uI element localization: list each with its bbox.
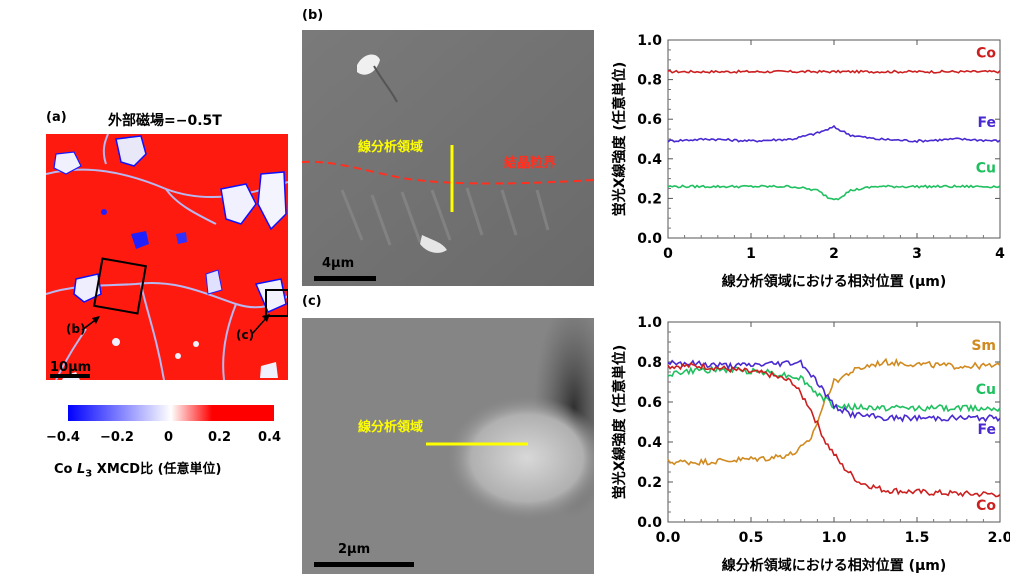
sem-image-b (302, 30, 594, 286)
line-analysis-label-c: 線分析領域 (358, 420, 424, 435)
y-tick-label: 0.6 (637, 395, 662, 411)
xmcd-map-image (46, 134, 288, 380)
inset-box-b (93, 257, 147, 315)
series-line-sm (667, 357, 1001, 466)
y-tick-label: 0.0 (637, 231, 662, 247)
x-axis-label: 線分析領域における相対位置 (μm) (722, 273, 947, 290)
series-label-fe: Fe (978, 422, 997, 438)
chart-c: 0.0 0.2 0.4 0.6 0.8 1.0 0.0 0.5 1.0 1.5 2.0 線分析領域にお… (600, 310, 1013, 582)
x-tick-label: 0.5 (739, 530, 764, 546)
line-analysis-label-b: 線分析領域 (358, 140, 424, 155)
series-label-co: Co (976, 498, 996, 514)
sem-image-b-graphic (302, 30, 594, 286)
chart-b: 0.0 0.2 0.4 0.6 0.8 1.0 0 1 2 3 4 線分析領域における相対位置 (μm… (600, 26, 1010, 290)
series-line-cu (667, 365, 1001, 413)
colorbar-tick-3: 0.2 (208, 430, 232, 445)
xmcd-map (46, 134, 288, 380)
colorbar (68, 405, 274, 421)
y-tick-label: 0.4 (637, 152, 662, 168)
x-tick-label: 2 (829, 246, 839, 262)
x-tick-label: 0.0 (656, 530, 681, 546)
x-tick-label: 4 (995, 246, 1005, 262)
x-axis-label: 線分析領域における相対位置 (μm) (722, 557, 947, 574)
y-tick-label: 0.8 (637, 355, 662, 371)
x-tick-label: 1.0 (822, 530, 847, 546)
y-tick-label: 0.2 (637, 191, 662, 207)
sem-image-c (302, 318, 594, 574)
series-line-fe (667, 124, 1001, 144)
series-label-sm: Sm (971, 338, 996, 354)
series-line-co (667, 361, 1001, 498)
y-tick-label: 0.0 (637, 515, 662, 531)
sem-image-c-graphic (302, 318, 594, 574)
panel-b-scale-bar-label: 4μm (322, 256, 355, 271)
y-tick-label: 1.0 (637, 315, 662, 331)
inset-b-label: (b) (66, 322, 86, 336)
series-label-cu: Cu (976, 382, 996, 398)
y-tick-label: 0.6 (637, 112, 662, 128)
y-axis-label: 蛍光X線強度 (任意単位) (611, 62, 628, 216)
colorbar-tick-4: 0.4 (258, 430, 282, 445)
panel-b-label: (b) (302, 8, 324, 23)
panel-c-label: (c) (302, 294, 322, 309)
panel-a-scale-bar-label: 10μm (50, 360, 92, 375)
colorbar-label: Co L3 XMCD比 (任意単位) (54, 462, 222, 480)
grain-boundary-label: 結晶粒界 (504, 156, 557, 171)
inset-box-c (265, 289, 288, 317)
series-line-co (667, 69, 1001, 74)
y-tick-label: 0.2 (637, 475, 662, 491)
x-tick-label: 2.0 (988, 530, 1010, 546)
colorbar-tick-1: −0.2 (100, 430, 134, 445)
colorbar-tick-0: −0.4 (46, 430, 80, 445)
inset-c-label: (c) (236, 328, 255, 342)
colorbar-tick-2: 0 (164, 430, 174, 445)
y-tick-label: 0.8 (637, 73, 662, 89)
series-line-cu (667, 184, 1001, 201)
y-tick-label: 1.0 (637, 33, 662, 49)
x-tick-label: 3 (912, 246, 922, 262)
panel-c-scale-bar-label: 2μm (338, 542, 371, 557)
series-label-fe: Fe (978, 115, 997, 131)
panel-a-title: 外部磁場=−0.5T (108, 113, 222, 129)
x-tick-label: 1.5 (905, 530, 930, 546)
series-label-cu: Cu (976, 161, 996, 177)
chart-b-svg: 0.0 0.2 0.4 0.6 0.8 1.0 0 1 2 3 4 線分析領域における相対位置 (μm… (611, 33, 1005, 290)
y-axis-label: 蛍光X線強度 (任意単位) (611, 345, 628, 499)
series-label-co: Co (976, 46, 996, 62)
x-tick-label: 0 (663, 246, 673, 262)
series-line-fe (667, 359, 1001, 423)
panel-a-label: (a) (46, 110, 67, 125)
chart-c-svg: 0.0 0.2 0.4 0.6 0.8 1.0 0.0 0.5 1.0 1.5 2.0 線分析領域にお… (611, 315, 1013, 574)
y-tick-label: 0.4 (637, 435, 662, 451)
x-tick-label: 1 (746, 246, 756, 262)
